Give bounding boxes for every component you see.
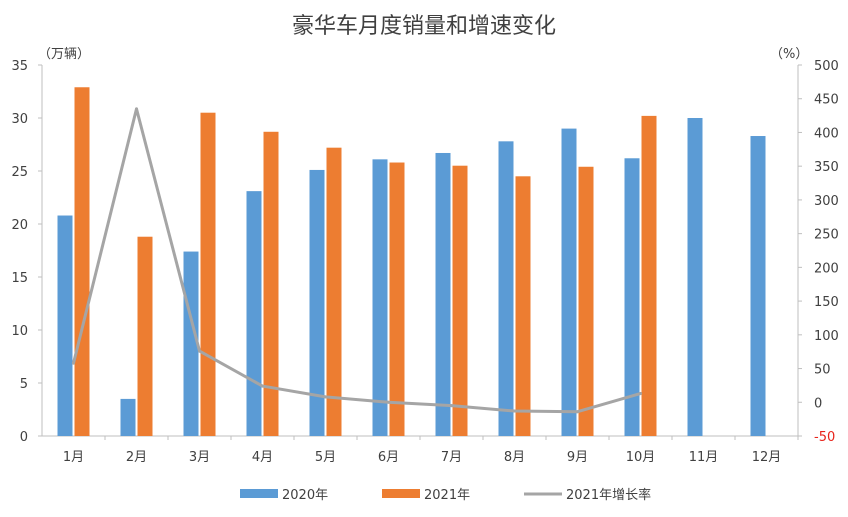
- bar-2020年-10月: [624, 158, 640, 436]
- bar-2020年-11月: [687, 118, 703, 436]
- right-tick-label: 400: [814, 126, 839, 141]
- x-tick-label: 2月: [126, 450, 147, 465]
- bar-2021年-1月: [74, 87, 90, 436]
- legend-swatch-1: [382, 489, 420, 498]
- left-tick-label: 30: [11, 112, 28, 127]
- x-tick-label: 1月: [63, 450, 84, 465]
- x-tick-label: 10月: [626, 450, 656, 465]
- line-point-9月: [576, 410, 579, 414]
- line-point-5月: [324, 395, 327, 399]
- bar-2020年-7月: [435, 152, 451, 437]
- right-tick-label: 0: [814, 396, 822, 411]
- left-tick-label: 25: [11, 165, 28, 180]
- left-tick-label: 10: [11, 324, 28, 339]
- left-axis-unit: （万辆）: [38, 47, 90, 62]
- left-tick-label: 35: [11, 59, 28, 74]
- right-tick-label: 300: [814, 194, 839, 209]
- x-tick-label: 7月: [441, 450, 462, 465]
- right-tick-label: 450: [814, 93, 839, 108]
- bar-2021年-10月: [641, 115, 657, 436]
- x-tick-label: 6月: [378, 450, 399, 465]
- bar-2020年-5月: [309, 169, 325, 436]
- right-tick-label: 500: [814, 59, 839, 74]
- left-tick-label: 20: [11, 218, 28, 233]
- legend-label-0: 2020年: [282, 488, 328, 503]
- bar-2020年-8月: [498, 141, 514, 436]
- bar-2021年-5月: [326, 147, 342, 436]
- line-point-1月: [72, 361, 75, 365]
- bar-2020年-2月: [120, 398, 136, 436]
- x-tick-label: 4月: [252, 450, 273, 465]
- x-tick-label: 3月: [189, 450, 210, 465]
- legend-swatch-0: [240, 489, 278, 498]
- bar-2020年-1月: [57, 215, 73, 436]
- bar-2020年-4月: [246, 191, 262, 436]
- line-point-6月: [387, 400, 390, 404]
- legend-label-2: 2021年增长率: [566, 487, 651, 503]
- bar-2021年-7月: [452, 165, 468, 436]
- bar-2021年-3月: [200, 112, 216, 436]
- right-tick-label: -50: [814, 430, 835, 445]
- line-point-10月: [639, 392, 642, 396]
- x-tick-label: 5月: [315, 450, 336, 465]
- line-series-growth-rate: [72, 107, 642, 414]
- line-point-2月: [135, 107, 138, 111]
- legend-label-1: 2021年: [424, 488, 470, 503]
- bar-2021年-9月: [578, 166, 594, 436]
- x-tick-label: 9月: [567, 450, 588, 465]
- line-point-7月: [450, 404, 453, 408]
- bar-2021年-4月: [263, 131, 279, 436]
- chart-title: 豪华车月度销量和增速变化: [292, 14, 556, 39]
- bar-2021年-6月: [389, 162, 405, 436]
- line-point-3月: [198, 349, 201, 353]
- bar-2020年-6月: [372, 159, 388, 436]
- line-point-8月: [513, 409, 516, 413]
- bar-2020年-3月: [183, 251, 199, 436]
- bar-2020年-12月: [750, 136, 766, 436]
- left-tick-label: 5: [20, 377, 28, 392]
- x-tick-label: 12月: [752, 450, 782, 465]
- right-tick-label: 100: [814, 329, 839, 344]
- right-tick-label: 350: [814, 160, 839, 175]
- bar-2021年-2月: [137, 236, 153, 436]
- x-tick-label: 11月: [689, 450, 719, 465]
- plot-area: 0 5 10 15 20 25 30 35 -50 0 50 100 150 200 250 300 350 40…: [11, 59, 838, 465]
- left-tick-label: 0: [20, 430, 28, 445]
- right-tick-label: 200: [814, 261, 839, 276]
- right-tick-label: 150: [814, 295, 839, 310]
- bar-2021年-8月: [515, 176, 531, 437]
- line-point-4月: [261, 384, 264, 388]
- right-tick-label: 50: [814, 363, 831, 378]
- x-tick-label: 8月: [504, 450, 525, 465]
- left-tick-label: 15: [11, 271, 28, 286]
- bar-2020年-9月: [561, 128, 577, 436]
- right-tick-label: 250: [814, 228, 839, 243]
- legend: 2020年 2021年 2021年增长率: [240, 487, 651, 503]
- right-axis-unit: （%）: [770, 47, 808, 62]
